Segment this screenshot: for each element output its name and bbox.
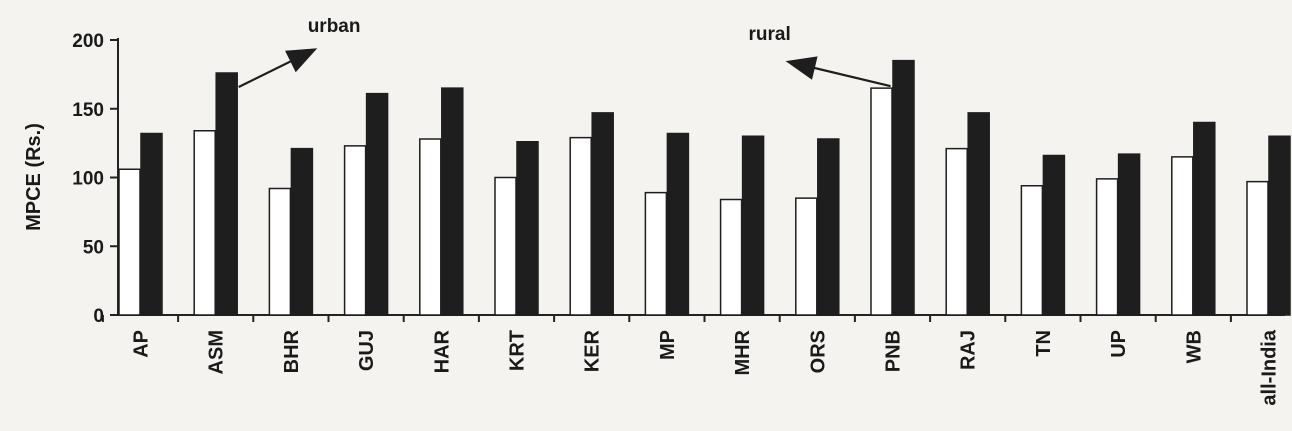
arrow-head — [285, 48, 318, 73]
bar-rural-UP — [1095, 178, 1119, 316]
y-tick-label: 0 — [93, 306, 104, 327]
bar-urban-MP — [666, 132, 690, 316]
y-tick-label: 150 — [72, 100, 104, 121]
bar-urban-AP — [140, 132, 163, 316]
bar-urban-all-India — [1268, 135, 1291, 316]
x-tick-labels: AP ASM BHR GUJ HAR KRT KER MP MHR ORS PNB RAJ TN UP WB… — [131, 329, 1281, 405]
arrow-head — [785, 56, 818, 80]
bar-rural-PNB — [870, 87, 893, 316]
x-tick-label: KRT — [507, 330, 529, 371]
bar-rural-MHR — [719, 198, 743, 316]
bar-rural-TN — [1020, 185, 1044, 316]
annotations: urban rural — [238, 16, 891, 88]
x-tick-label: KER — [582, 329, 604, 372]
x-tick-label: MHR — [732, 329, 754, 375]
bar-rural-MP — [644, 191, 668, 316]
x-tick-label: ORS — [807, 330, 829, 373]
x-tick-label: HAR — [431, 329, 453, 373]
x-tick-label: RAJ — [958, 330, 980, 370]
bar-urban-BHR — [290, 147, 314, 316]
x-tick-label: AP — [131, 330, 153, 358]
bar-urban-ASM — [215, 72, 238, 316]
bar-urban-RAJ — [967, 112, 990, 316]
bar-urban-WB — [1193, 121, 1216, 316]
bar-urban-GUJ — [365, 92, 389, 316]
bar-rural-RAJ — [945, 147, 968, 316]
bar-rural-ASM — [193, 130, 216, 316]
annotation-rural: rural — [749, 24, 891, 88]
bar-urban-HAR — [441, 87, 464, 316]
bar-rural-KER — [569, 136, 592, 316]
y-ticks: 0 50 100 150 200 — [72, 31, 118, 327]
bar-rural-KRT — [494, 176, 517, 316]
annotation-label: urban — [308, 16, 361, 37]
x-tick-label: ASM — [206, 330, 228, 374]
annotation-label: rural — [749, 24, 791, 45]
y-axis-title: MPCE (Rs.) — [23, 123, 45, 231]
y-tick-label: 200 — [72, 31, 104, 52]
annotation-urban: urban — [238, 16, 361, 88]
bar-rural-HAR — [419, 138, 442, 316]
x-tick-label: MP — [657, 330, 679, 360]
bar-rural-AP — [118, 168, 141, 316]
bar-urban-PNB — [892, 59, 915, 316]
x-tick-label: TN — [1033, 330, 1055, 357]
y-tick-label: 50 — [83, 237, 104, 258]
x-tick-label: PNB — [883, 330, 905, 372]
bar-rural-WB — [1171, 156, 1194, 316]
bar-urban-MHR — [741, 135, 765, 316]
bar-urban-KRT — [516, 141, 539, 316]
x-tick-label: all-India — [1259, 329, 1281, 405]
bar-urban-ORS — [817, 138, 840, 316]
x-tick-label: BHR — [281, 329, 303, 373]
x-tick-label: GUJ — [356, 330, 378, 371]
x-tick-label: UP — [1108, 330, 1130, 358]
bar-urban-TN — [1042, 154, 1066, 316]
bar-rural-all-India — [1246, 180, 1269, 316]
bar-rural-ORS — [795, 197, 818, 316]
bar-rural-BHR — [268, 187, 292, 316]
bar-urban-KER — [591, 112, 614, 316]
y-axis-label: MPCE (Rs.) — [23, 123, 45, 231]
y-tick-label: 100 — [72, 169, 104, 190]
x-tick-label: WB — [1183, 330, 1205, 363]
bar-rural-GUJ — [343, 145, 367, 316]
bar-urban-UP — [1117, 153, 1141, 316]
bars — [118, 59, 1291, 316]
